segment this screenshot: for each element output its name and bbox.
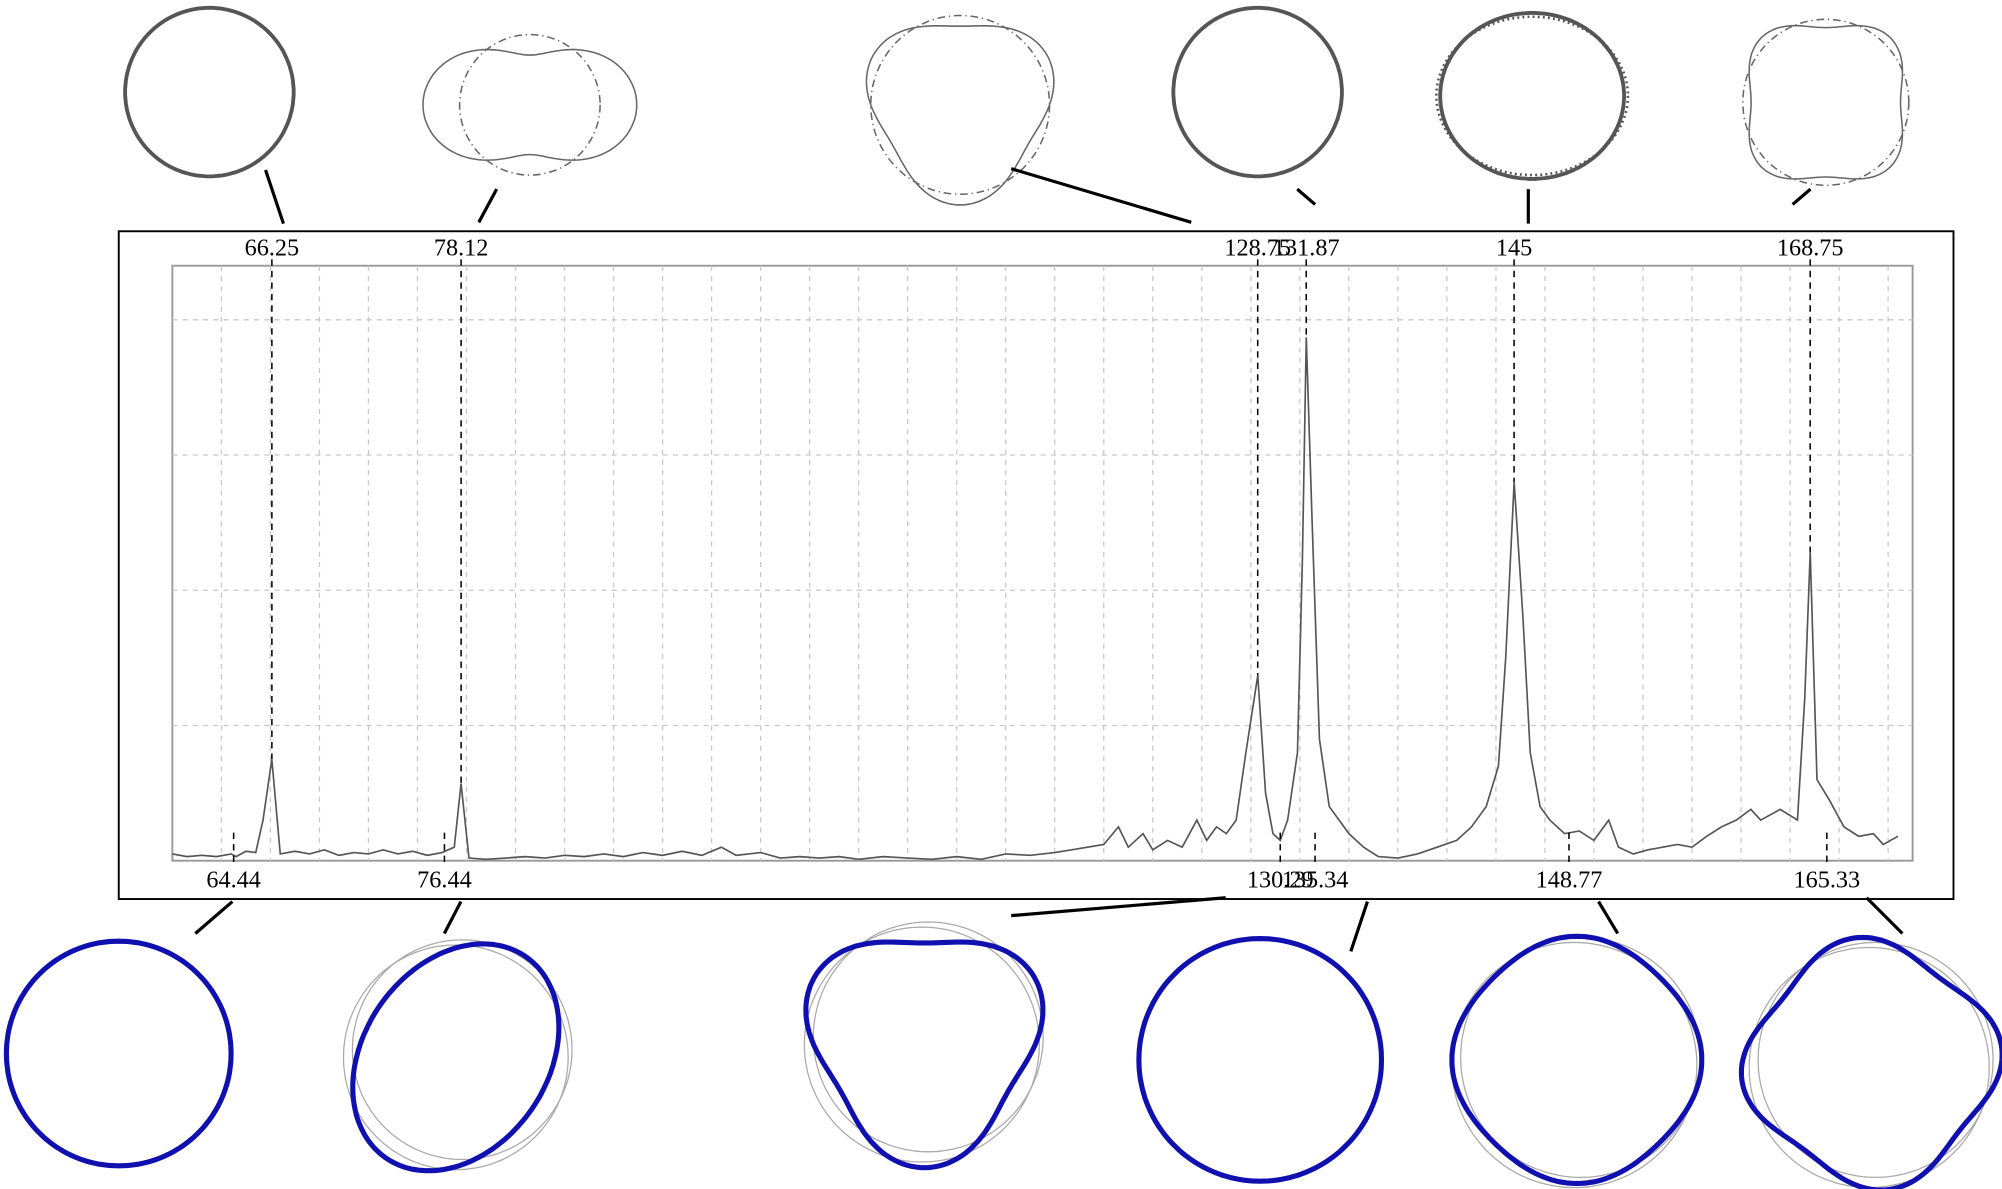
- mode-shape: [3, 938, 234, 1169]
- mode-shape: [812, 921, 1044, 1153]
- mode-shape: [1136, 936, 1385, 1184]
- connector: [194, 900, 234, 935]
- spectrum-line: [172, 337, 1899, 861]
- peak-label: 148.77: [1536, 867, 1603, 894]
- mode-shape: [1748, 946, 1990, 1189]
- mode-shape: [1438, 11, 1626, 181]
- mode-shape: [803, 926, 1040, 1163]
- peak-label: 145: [1496, 235, 1532, 262]
- peak-label: 168.75: [1777, 235, 1844, 262]
- connector: [477, 188, 499, 224]
- mode-shape: [1171, 5, 1344, 179]
- mode-shape: [342, 944, 569, 1171]
- mode-shape: [1742, 18, 1910, 187]
- peak-label: 131.87: [1273, 235, 1340, 262]
- connector: [1011, 896, 1226, 918]
- connector: [442, 900, 463, 935]
- mode-shape: [1435, 15, 1630, 177]
- mode-shape: [870, 14, 1051, 195]
- outer-frame: [117, 230, 1955, 900]
- peak-label: 66.25: [245, 235, 300, 262]
- mode-shape: [351, 939, 573, 1161]
- connector: [1865, 896, 1904, 935]
- connector: [1010, 167, 1192, 224]
- mode-shape: [1748, 24, 1904, 180]
- connector: [1349, 901, 1369, 952]
- peak-label: 130.29: [1247, 867, 1314, 894]
- connector: [264, 169, 285, 225]
- peak-label: 78.12: [434, 235, 489, 262]
- peak-label: 76.44: [417, 867, 472, 894]
- mode-shape: [350, 941, 562, 1174]
- peak-label: 135.34: [1282, 867, 1349, 894]
- mode-shape: [422, 48, 638, 161]
- mode-shape: [803, 939, 1046, 1171]
- connector: [1296, 187, 1317, 206]
- mode-shape: [458, 33, 601, 176]
- mode-shape: [1738, 934, 2002, 1189]
- mode-shape: [123, 5, 296, 179]
- plot-frame: [171, 264, 1914, 862]
- peak-label: 128.75: [1224, 235, 1291, 262]
- mode-shape: [865, 25, 1055, 206]
- mode-shape: [1449, 933, 1705, 1187]
- mode-shapes: [3, 5, 2002, 1189]
- peak-label: 64.44: [206, 867, 261, 894]
- connector: [1791, 187, 1812, 206]
- connector: [1597, 900, 1620, 935]
- peak-label: 165.33: [1793, 867, 1860, 894]
